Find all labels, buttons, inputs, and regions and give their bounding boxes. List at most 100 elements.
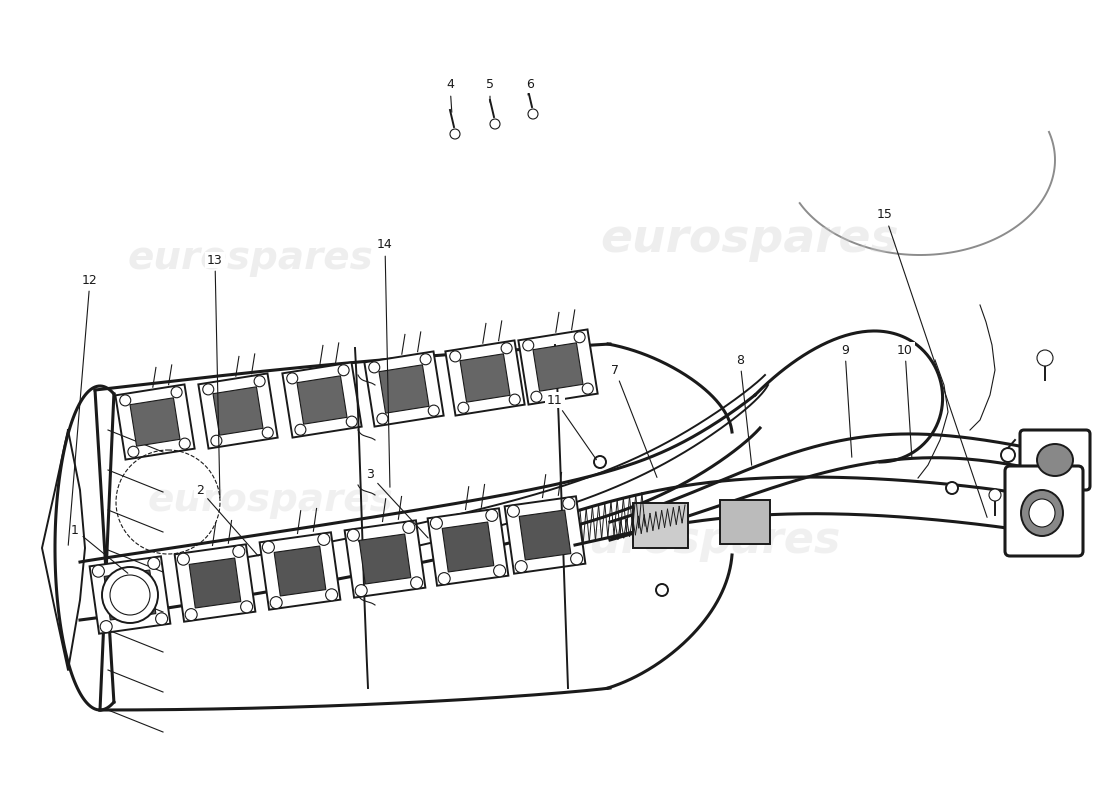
Circle shape [574,332,585,342]
Text: 12: 12 [68,274,98,546]
Text: 4: 4 [447,78,454,112]
Circle shape [989,489,1001,501]
Circle shape [102,567,158,623]
Bar [534,343,583,391]
Circle shape [410,577,422,589]
Bar [297,376,346,424]
Bar [505,496,585,574]
Ellipse shape [1028,499,1055,527]
Circle shape [92,565,104,577]
Circle shape [515,561,527,573]
Bar [442,522,494,572]
Circle shape [486,510,498,522]
Bar [428,508,508,586]
Circle shape [233,546,245,558]
Circle shape [355,585,367,597]
Text: 13: 13 [207,254,223,498]
Text: 1: 1 [72,523,128,574]
FancyBboxPatch shape [1020,430,1090,490]
Text: eurospares: eurospares [559,518,840,562]
Circle shape [450,129,460,139]
Circle shape [120,395,131,406]
Bar [632,502,688,547]
Circle shape [450,351,461,362]
Bar [213,387,263,435]
Circle shape [100,621,112,633]
Circle shape [1001,448,1015,462]
Bar [116,385,195,459]
Circle shape [287,373,298,384]
Text: 11: 11 [547,394,596,460]
Bar [189,558,241,608]
Circle shape [420,354,431,365]
Bar [519,510,571,560]
Circle shape [271,597,283,609]
Ellipse shape [1021,490,1063,536]
Bar [446,341,525,415]
Circle shape [338,365,349,376]
Circle shape [403,522,415,534]
Circle shape [172,386,183,398]
Bar [198,374,277,449]
Bar [104,570,156,620]
Circle shape [177,553,189,565]
Circle shape [528,109,538,119]
Bar [260,532,340,610]
Circle shape [211,435,222,446]
Circle shape [318,534,330,546]
Text: 5: 5 [486,78,494,102]
Circle shape [326,589,338,601]
Circle shape [368,362,379,373]
Circle shape [509,394,520,405]
Circle shape [438,573,450,585]
Circle shape [430,517,442,529]
Circle shape [458,402,469,414]
Circle shape [348,529,360,541]
Circle shape [656,584,668,596]
Circle shape [563,498,575,510]
Circle shape [346,416,358,427]
Circle shape [110,575,150,615]
Text: 6: 6 [526,78,534,95]
Circle shape [155,613,167,625]
Text: 7: 7 [610,363,657,478]
Bar [344,520,426,598]
Bar [283,362,362,438]
Text: 3: 3 [366,469,428,538]
Text: eurospares: eurospares [128,239,373,277]
Bar [360,534,410,584]
Text: eurospares: eurospares [601,218,900,262]
Circle shape [185,609,197,621]
Text: 2: 2 [196,483,258,556]
Circle shape [571,553,583,565]
Circle shape [490,119,500,129]
Text: 9: 9 [842,343,851,458]
Text: 10: 10 [898,343,913,458]
Text: eurospares: eurospares [147,481,393,519]
Circle shape [262,427,273,438]
Circle shape [502,342,513,354]
Circle shape [531,391,542,402]
Bar [89,556,170,634]
Text: 15: 15 [877,209,987,518]
Bar [379,365,429,413]
Circle shape [507,505,519,517]
Circle shape [377,414,388,424]
Bar [364,351,443,426]
Bar [274,546,326,596]
Circle shape [179,438,190,449]
FancyBboxPatch shape [1005,466,1084,556]
Bar [518,330,597,405]
Circle shape [522,340,534,351]
Circle shape [594,456,606,468]
Circle shape [946,482,958,494]
Text: 14: 14 [377,238,393,487]
Bar [460,354,510,402]
Bar [130,398,180,446]
Text: 8: 8 [736,354,751,466]
Circle shape [147,558,160,570]
Circle shape [202,384,213,395]
Circle shape [128,446,139,458]
Circle shape [241,601,253,613]
Circle shape [494,565,506,577]
